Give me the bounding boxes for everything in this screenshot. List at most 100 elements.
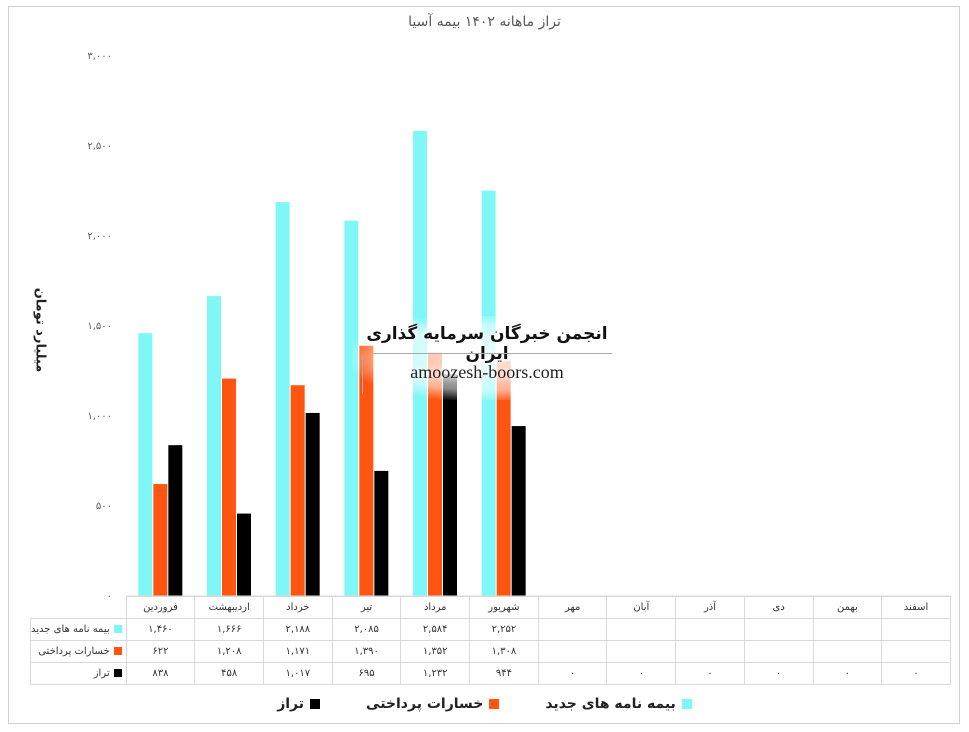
legend-item: تراز	[277, 696, 321, 712]
data-label	[881, 618, 951, 641]
y-axis-ticks: ۰ ۵۰۰ ۱,۰۰۰ ۱,۵۰۰ ۲,۰۰۰ ۲,۵۰۰ ۳,۰۰۰	[87, 51, 112, 600]
y-tick-label: ۳,۰۰۰	[87, 51, 112, 62]
watermark-title: انجمن خبرگان سرمایه گذاری ایران	[366, 324, 608, 364]
legend-swatch	[681, 699, 692, 709]
watermark-tick	[362, 356, 363, 394]
bar	[275, 202, 290, 596]
y-tick-label: ۲,۰۰۰	[87, 231, 112, 242]
category-label: شهریور	[469, 596, 539, 619]
data-label: ۴۵۸	[194, 662, 265, 685]
series-row-label: خسارات پرداختی	[30, 640, 127, 663]
series-swatch	[113, 669, 122, 677]
bar	[237, 513, 251, 596]
data-label	[537, 618, 608, 641]
legend-swatch	[310, 699, 321, 709]
series-name: تراز	[93, 668, 110, 679]
data-label: ۲,۲۵۲	[469, 618, 539, 641]
data-label: ۰	[812, 662, 883, 685]
bar	[138, 333, 153, 596]
data-label	[606, 618, 677, 641]
bar	[428, 352, 442, 596]
series-name: بیمه نامه های جدید	[31, 624, 110, 635]
bar	[153, 484, 168, 596]
bar	[222, 378, 236, 596]
legend-item: بیمه نامه های جدید	[545, 696, 692, 712]
category-label: بهمن	[812, 596, 883, 619]
legend-label: بیمه نامه های جدید	[545, 696, 676, 712]
bar	[207, 296, 221, 596]
table-row: تراز ۸۳۸ ۴۵۸ ۱,۰۱۷ ۶۹۵ ۱,۲۳۲ ۹۴۴ ۰ ۰ ۰ ۰ ۰ ۰	[30, 662, 951, 685]
data-label: ۲,۱۸۸	[263, 618, 333, 641]
data-label: ۰	[881, 662, 951, 685]
watermark-glow	[352, 316, 622, 400]
series-swatch	[113, 625, 122, 633]
series-row-label: بیمه نامه های جدید	[30, 618, 127, 641]
legend-item: خسارات پرداختی	[366, 696, 500, 712]
category-label: خرداد	[263, 596, 333, 619]
data-label: ۶۲۲	[125, 640, 196, 663]
bars	[138, 130, 526, 596]
legend-swatch	[489, 699, 500, 709]
y-tick-label: ۲,۵۰۰	[87, 141, 112, 152]
legend: بیمه نامه های جدید خسارات پرداختی تراز	[0, 692, 969, 716]
data-label: ۱,۳۰۸	[469, 640, 539, 663]
data-label: ۱,۱۷۱	[263, 640, 333, 663]
data-label: ۶۹۵	[331, 662, 402, 685]
category-label: مهر	[537, 596, 608, 619]
category-label: اسفند	[881, 596, 951, 619]
bar	[168, 445, 183, 596]
data-label: ۱,۲۳۲	[400, 662, 471, 685]
bar	[290, 385, 305, 596]
bar	[344, 220, 359, 596]
data-label: ۱,۶۶۶	[194, 618, 265, 641]
series-row-label: تراز	[30, 662, 127, 685]
bar	[374, 470, 389, 596]
bar	[496, 360, 511, 596]
series-name: خسارات پرداختی	[38, 646, 110, 657]
data-label: ۹۴۴	[469, 662, 539, 685]
bar	[305, 412, 320, 596]
watermark-url: amoozesh-boors.com	[410, 362, 564, 382]
data-label: ۸۳۸	[125, 662, 196, 685]
data-label	[675, 618, 745, 641]
data-label: ۰	[537, 662, 608, 685]
series-swatch	[113, 647, 122, 655]
y-tick-label: ۱,۵۰۰	[87, 321, 112, 332]
plot-area: ۰ ۵۰۰ ۱,۰۰۰ ۱,۵۰۰ ۲,۰۰۰ ۲,۵۰۰ ۳,۰۰۰	[87, 51, 950, 600]
legend-label: خسارات پرداختی	[366, 696, 484, 712]
table-header-row: فروردین اردیبهشت خرداد تیر مرداد شهریور مهر آبا…	[30, 596, 951, 619]
category-label: تیر	[331, 596, 402, 619]
data-label	[537, 640, 608, 663]
table-row: بیمه نامه های جدید ۱,۴۶۰ ۱,۶۶۶ ۲,۱۸۸ ۲,۰۸۵ ۲,…	[30, 618, 951, 641]
data-label	[743, 640, 814, 663]
data-label: ۰	[743, 662, 814, 685]
data-label: ۲,۰۸۵	[331, 618, 402, 641]
data-label: ۰	[606, 662, 677, 685]
y-tick-label: ۵۰۰	[96, 501, 112, 512]
data-label: ۲,۵۸۴	[400, 618, 471, 641]
data-label	[675, 640, 745, 663]
watermark: انجمن خبرگان سرمایه گذاری ایران amoozesh…	[352, 316, 622, 400]
data-label: ۱,۴۶۰	[125, 618, 196, 641]
table-corner	[30, 596, 127, 619]
data-table: فروردین اردیبهشت خرداد تیر مرداد شهریور مهر آبا…	[30, 596, 951, 685]
data-label: ۱,۳۵۲	[400, 640, 471, 663]
category-label: مرداد	[400, 596, 471, 619]
category-label: آذر	[675, 596, 745, 619]
data-label	[606, 640, 677, 663]
y-tick-label: ۱,۰۰۰	[87, 411, 112, 422]
legend-label: تراز	[277, 696, 305, 712]
data-label: ۰	[675, 662, 745, 685]
data-label: ۱,۳۹۰	[331, 640, 402, 663]
category-label: فروردین	[125, 596, 196, 619]
bar	[359, 345, 374, 596]
bar	[443, 374, 457, 596]
bar	[511, 426, 526, 596]
category-label: اردیبهشت	[194, 596, 265, 619]
data-label	[881, 640, 951, 663]
data-label	[812, 640, 883, 663]
chart-title: تراز ماهانه ۱۴۰۲ بیمه آسیا	[408, 14, 561, 30]
table-row: خسارات پرداختی ۶۲۲ ۱,۲۰۸ ۱,۱۷۱ ۱,۳۹۰ ۱,۳۵۲ ۱,۳…	[30, 640, 951, 663]
y-tick-label: ۰	[107, 591, 112, 600]
data-label	[743, 618, 814, 641]
